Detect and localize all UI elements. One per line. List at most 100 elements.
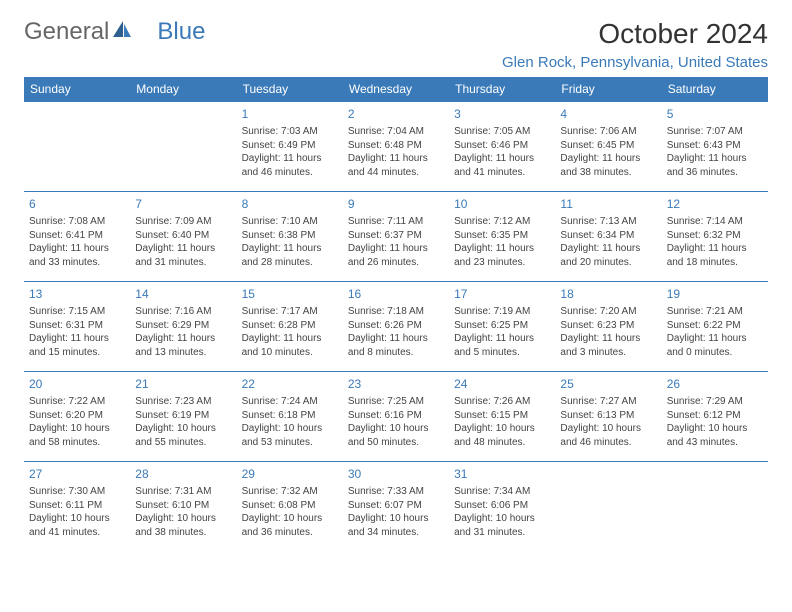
day-number: 25 — [560, 376, 656, 392]
daylight1-text: Daylight: 10 hours — [560, 422, 656, 436]
daylight2-text: and 48 minutes. — [454, 436, 550, 450]
daylight1-text: Daylight: 11 hours — [667, 152, 763, 166]
day-number: 4 — [560, 106, 656, 122]
daylight2-text: and 13 minutes. — [135, 346, 231, 360]
daylight2-text: and 38 minutes. — [560, 166, 656, 180]
daylight1-text: Daylight: 11 hours — [560, 242, 656, 256]
day-number: 12 — [667, 196, 763, 212]
day-cell: 18Sunrise: 7:20 AMSunset: 6:23 PMDayligh… — [555, 282, 661, 372]
day-number: 13 — [29, 286, 125, 302]
day-number: 2 — [348, 106, 444, 122]
day-name: Tuesday — [237, 77, 343, 102]
week-row: 6Sunrise: 7:08 AMSunset: 6:41 PMDaylight… — [24, 192, 768, 282]
sunrise-text: Sunrise: 7:34 AM — [454, 485, 550, 499]
day-cell: 21Sunrise: 7:23 AMSunset: 6:19 PMDayligh… — [130, 372, 236, 462]
sunset-text: Sunset: 6:06 PM — [454, 499, 550, 513]
sunset-text: Sunset: 6:43 PM — [667, 139, 763, 153]
sunrise-text: Sunrise: 7:17 AM — [242, 305, 338, 319]
daylight2-text: and 23 minutes. — [454, 256, 550, 270]
sunrise-text: Sunrise: 7:25 AM — [348, 395, 444, 409]
day-cell: 6Sunrise: 7:08 AMSunset: 6:41 PMDaylight… — [24, 192, 130, 282]
sunset-text: Sunset: 6:35 PM — [454, 229, 550, 243]
sunrise-text: Sunrise: 7:33 AM — [348, 485, 444, 499]
day-name: Wednesday — [343, 77, 449, 102]
day-number: 6 — [29, 196, 125, 212]
day-number: 1 — [242, 106, 338, 122]
daylight2-text: and 18 minutes. — [667, 256, 763, 270]
sunset-text: Sunset: 6:16 PM — [348, 409, 444, 423]
daylight1-text: Daylight: 10 hours — [135, 422, 231, 436]
sunrise-text: Sunrise: 7:09 AM — [135, 215, 231, 229]
sunset-text: Sunset: 6:37 PM — [348, 229, 444, 243]
daylight2-text: and 31 minutes. — [454, 526, 550, 540]
daylight1-text: Daylight: 11 hours — [135, 242, 231, 256]
daylight1-text: Daylight: 11 hours — [242, 152, 338, 166]
day-cell: 16Sunrise: 7:18 AMSunset: 6:26 PMDayligh… — [343, 282, 449, 372]
sunset-text: Sunset: 6:23 PM — [560, 319, 656, 333]
sunset-text: Sunset: 6:13 PM — [560, 409, 656, 423]
week-row: 1Sunrise: 7:03 AMSunset: 6:49 PMDaylight… — [24, 102, 768, 192]
day-number: 28 — [135, 466, 231, 482]
day-cell — [662, 462, 768, 552]
day-number: 9 — [348, 196, 444, 212]
sail-icon — [111, 18, 133, 46]
day-number: 8 — [242, 196, 338, 212]
daylight1-text: Daylight: 11 hours — [242, 242, 338, 256]
sunset-text: Sunset: 6:15 PM — [454, 409, 550, 423]
sunrise-text: Sunrise: 7:22 AM — [29, 395, 125, 409]
month-title: October 2024 — [502, 18, 768, 50]
week-row: 20Sunrise: 7:22 AMSunset: 6:20 PMDayligh… — [24, 372, 768, 462]
day-cell: 25 Sunrise: 7:27 AMSunset: 6:13 PMDayligh… — [555, 372, 661, 462]
day-cell: 24Sunrise: 7:26 AMSunset: 6:15 PMDayligh… — [449, 372, 555, 462]
day-cell: 28Sunrise: 7:31 AMSunset: 6:10 PMDayligh… — [130, 462, 236, 552]
day-cell: 12Sunrise: 7:14 AMSunset: 6:32 PMDayligh… — [662, 192, 768, 282]
sunrise-text: Sunrise: 7:30 AM — [29, 485, 125, 499]
day-cell: 22Sunrise: 7:24 AMSunset: 6:18 PMDayligh… — [237, 372, 343, 462]
sunset-text: Sunset: 6:29 PM — [135, 319, 231, 333]
daylight2-text: and 44 minutes. — [348, 166, 444, 180]
day-cell: 3Sunrise: 7:05 AMSunset: 6:46 PMDaylight… — [449, 102, 555, 192]
daylight1-text: Daylight: 11 hours — [454, 242, 550, 256]
day-number: 24 — [454, 376, 550, 392]
sunset-text: Sunset: 6:11 PM — [29, 499, 125, 513]
sunset-text: Sunset: 6:22 PM — [667, 319, 763, 333]
day-cell: 1Sunrise: 7:03 AMSunset: 6:49 PMDaylight… — [237, 102, 343, 192]
sunrise-text: Sunrise: 7:06 AM — [560, 125, 656, 139]
sunrise-text: Sunrise: 7:23 AM — [135, 395, 231, 409]
sunset-text: Sunset: 6:18 PM — [242, 409, 338, 423]
daylight2-text: and 31 minutes. — [135, 256, 231, 270]
daylight2-text: and 50 minutes. — [348, 436, 444, 450]
daylight2-text: and 41 minutes. — [29, 526, 125, 540]
title-block: October 2024 Glen Rock, Pennsylvania, Un… — [502, 18, 768, 71]
day-name: Monday — [130, 77, 236, 102]
sunrise-text: Sunrise: 7:31 AM — [135, 485, 231, 499]
day-number: 18 — [560, 286, 656, 302]
sunset-text: Sunset: 6:46 PM — [454, 139, 550, 153]
daylight1-text: Daylight: 10 hours — [29, 512, 125, 526]
day-names-row: SundayMondayTuesdayWednesdayThursdayFrid… — [24, 77, 768, 102]
daylight1-text: Daylight: 10 hours — [348, 512, 444, 526]
daylight2-text: and 33 minutes. — [29, 256, 125, 270]
daylight1-text: Daylight: 11 hours — [348, 152, 444, 166]
week-row: 13Sunrise: 7:15 AMSunset: 6:31 PMDayligh… — [24, 282, 768, 372]
day-number: 15 — [242, 286, 338, 302]
day-number: 10 — [454, 196, 550, 212]
daylight1-text: Daylight: 11 hours — [560, 332, 656, 346]
sunrise-text: Sunrise: 7:04 AM — [348, 125, 444, 139]
daylight2-text: and 26 minutes. — [348, 256, 444, 270]
sunrise-text: Sunrise: 7:27 AM — [560, 395, 656, 409]
day-cell: 11Sunrise: 7:13 AMSunset: 6:34 PMDayligh… — [555, 192, 661, 282]
daylight2-text: and 8 minutes. — [348, 346, 444, 360]
sunrise-text: Sunrise: 7:26 AM — [454, 395, 550, 409]
daylight2-text: and 53 minutes. — [242, 436, 338, 450]
day-number: 20 — [29, 376, 125, 392]
daylight2-text: and 41 minutes. — [454, 166, 550, 180]
daylight2-text: and 38 minutes. — [135, 526, 231, 540]
daylight1-text: Daylight: 11 hours — [29, 332, 125, 346]
daylight2-text: and 5 minutes. — [454, 346, 550, 360]
sunrise-text: Sunrise: 7:08 AM — [29, 215, 125, 229]
day-number: 26 — [667, 376, 763, 392]
day-cell: 17Sunrise: 7:19 AMSunset: 6:25 PMDayligh… — [449, 282, 555, 372]
day-cell: 4Sunrise: 7:06 AMSunset: 6:45 PMDaylight… — [555, 102, 661, 192]
logo-text-blue: Blue — [157, 18, 205, 46]
